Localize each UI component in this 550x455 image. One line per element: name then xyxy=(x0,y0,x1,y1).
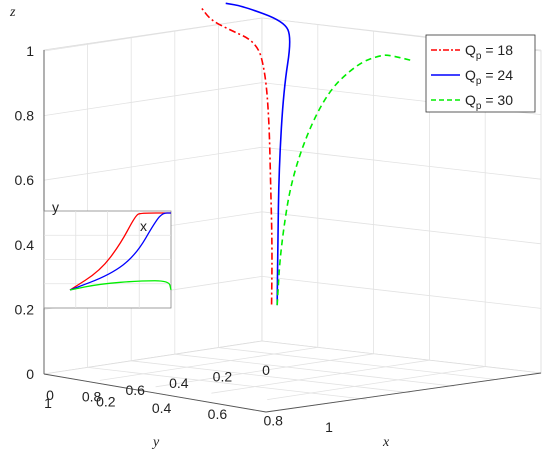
legend-label-subscript: p xyxy=(476,76,482,87)
legend-label: Qp = 30 xyxy=(465,92,513,112)
legend-label-value: = 30 xyxy=(481,92,513,108)
grid-line-floor-x xyxy=(211,359,430,394)
x-tick-label: 0.2 xyxy=(96,393,116,409)
legend-label-value: = 24 xyxy=(481,67,513,83)
y-tick-label: 0.2 xyxy=(213,369,233,385)
inset-x-label: x xyxy=(140,218,147,234)
grid-line-z xyxy=(43,146,542,181)
y-axis-line xyxy=(43,373,267,413)
z-tick-label: 0.8 xyxy=(15,108,35,124)
grid-line-floor-x xyxy=(267,366,486,400)
y-tick-label: 0.8 xyxy=(82,388,102,404)
x-tick-label: 0.8 xyxy=(263,413,283,429)
legend-label-value: = 18 xyxy=(481,42,513,58)
legend-label-base: Q xyxy=(465,92,476,108)
legend-label-subscript: p xyxy=(476,51,482,62)
z-tick-label: 0.2 xyxy=(15,301,35,317)
inset-series-line xyxy=(69,212,171,291)
y-tick-label: 1 xyxy=(44,395,52,411)
x-axis-line xyxy=(265,372,542,413)
legend-label-base: Q xyxy=(465,42,476,58)
series-layer xyxy=(200,2,411,306)
z-tick-label: 0.4 xyxy=(15,237,35,253)
y-tick-label: 0.6 xyxy=(125,382,145,398)
legend-label: Qp = 24 xyxy=(465,67,513,87)
inset-series-line xyxy=(69,280,172,291)
series-line xyxy=(200,7,273,305)
z-tick-label: 0.6 xyxy=(15,172,35,188)
legend-label-base: Q xyxy=(465,67,476,83)
x-axis-label: x xyxy=(382,435,390,450)
z-axis-label: z xyxy=(9,5,16,20)
inset-series-line xyxy=(69,212,171,291)
y-axis-label: y xyxy=(151,435,160,450)
z-tick-label: 1 xyxy=(26,43,34,59)
grid-line-floor-y xyxy=(131,360,411,394)
x-tick-label: 0.4 xyxy=(152,400,172,416)
z-tick-label: 0 xyxy=(26,366,34,382)
grid-line-floor-y xyxy=(218,347,498,380)
legend-label: Qp = 18 xyxy=(465,42,513,62)
y-tick-label: 0.4 xyxy=(169,375,189,391)
x-tick-label: 0 xyxy=(46,387,54,403)
inset-series-layer xyxy=(69,212,172,291)
inset-y-label: y xyxy=(52,199,59,215)
grid-line-floor-y xyxy=(174,353,454,387)
x-tick-labels: 0 0.2 0.4 0.6 0.8 1 xyxy=(46,387,333,435)
grid-line-floor-x xyxy=(155,353,374,388)
grid-line-floor-y xyxy=(87,367,367,400)
legend-label-subscript: p xyxy=(476,101,482,112)
y-tick-labels: 1 0.8 0.6 0.4 0.2 0 xyxy=(44,362,270,411)
series-line xyxy=(276,54,411,306)
series-line xyxy=(225,2,291,306)
x-tick-label: 0.6 xyxy=(208,406,228,422)
inset-plot: y x xyxy=(43,199,172,309)
x-tick-label: 1 xyxy=(325,419,333,435)
legend-box xyxy=(425,34,536,113)
z-tick-labels: 0 0.2 0.4 0.6 0.8 1 xyxy=(15,43,35,382)
grid-line-floor-x xyxy=(99,347,318,381)
y-tick-label: 0 xyxy=(262,362,270,378)
left-back-wall xyxy=(43,17,263,375)
